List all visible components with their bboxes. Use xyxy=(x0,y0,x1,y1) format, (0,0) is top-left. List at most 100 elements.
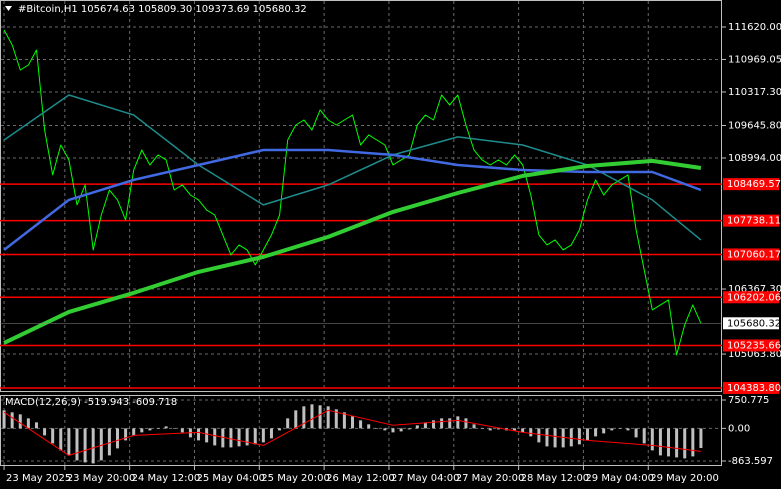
histogram-bar xyxy=(383,428,387,431)
histogram-bar xyxy=(197,428,201,441)
histogram-bar xyxy=(569,428,573,447)
histogram-bar xyxy=(91,428,95,464)
level-label-box xyxy=(723,178,779,191)
x-tick-label: 26 May 12:00 xyxy=(326,473,395,484)
histogram-bar xyxy=(205,428,209,443)
histogram-bar xyxy=(407,428,411,430)
histogram-bar xyxy=(399,428,403,432)
level-label-box xyxy=(723,339,779,352)
histogram-bar xyxy=(553,428,557,448)
histogram-bar xyxy=(326,406,330,429)
histogram-bar xyxy=(642,428,646,444)
histogram-bar xyxy=(229,428,233,448)
level-label-box xyxy=(723,381,779,394)
level-label-box xyxy=(723,291,779,304)
histogram-bar xyxy=(423,422,427,429)
series-line xyxy=(3,29,702,356)
histogram-bar xyxy=(148,428,152,431)
y-tick-label: -863.597 xyxy=(728,456,773,467)
main-frame xyxy=(0,0,722,392)
histogram-bar xyxy=(391,428,395,433)
histogram-bar xyxy=(472,424,476,429)
histogram-bar xyxy=(59,428,63,451)
histogram-bar xyxy=(83,428,87,463)
level-label: 105235.66 xyxy=(727,340,781,351)
histogram-bar xyxy=(488,428,492,431)
menu-icon[interactable] xyxy=(5,6,12,11)
histogram-bar xyxy=(367,424,371,429)
histogram-bar xyxy=(294,410,298,429)
x-tick-label: 25 May 20:00 xyxy=(261,473,330,484)
level-label: 104383.80 xyxy=(727,383,781,394)
histogram-bar xyxy=(286,418,290,429)
histogram-bar xyxy=(67,428,71,456)
histogram-bar xyxy=(440,418,444,429)
histogram-bar xyxy=(577,428,581,445)
y-tick-label: 750.775 xyxy=(728,395,769,406)
histogram-bar xyxy=(415,425,419,429)
histogram-bar xyxy=(18,414,22,429)
histogram-bar xyxy=(513,428,517,431)
histogram-bar xyxy=(496,428,500,430)
series-line xyxy=(3,409,701,456)
x-tick-label: 23 May 2025 xyxy=(6,473,71,484)
x-tick-label: 28 May 12:00 xyxy=(521,473,590,484)
chart-title: #Bitcoin,H1 105674.63 105809.30 109373.6… xyxy=(18,4,307,15)
histogram-bar xyxy=(699,428,703,449)
histogram-bar xyxy=(310,404,314,429)
histogram-bar xyxy=(675,428,679,458)
histogram-bar xyxy=(545,428,549,447)
histogram-bar xyxy=(342,412,346,429)
x-tick-label: 25 May 04:00 xyxy=(196,473,265,484)
histogram-bar xyxy=(602,428,606,434)
x-tick-label: 27 May 04:00 xyxy=(391,473,460,484)
histogram-bar xyxy=(245,428,249,446)
histogram-bar xyxy=(124,428,128,441)
macd-frame xyxy=(0,395,722,466)
histogram-bar xyxy=(456,416,460,429)
histogram-bar xyxy=(26,418,30,429)
level-label: 107060.17 xyxy=(727,249,781,260)
histogram-bar xyxy=(115,428,119,449)
histogram-bar xyxy=(99,428,103,461)
histogram-bar xyxy=(375,428,379,429)
histogram-bar xyxy=(350,416,354,429)
histogram-bar xyxy=(594,428,598,437)
x-tick-label: 27 May 20:00 xyxy=(456,473,525,484)
histogram-bar xyxy=(2,410,6,429)
level-label: 107738.11 xyxy=(727,216,781,227)
histogram-bar xyxy=(334,409,338,429)
y-tick-label: 110317.30 xyxy=(728,87,781,98)
x-tick-label: 23 May 20:00 xyxy=(67,473,136,484)
x-tick-label: 24 May 12:00 xyxy=(132,473,201,484)
histogram-bar xyxy=(34,422,38,429)
level-label: 108469.57 xyxy=(727,179,781,190)
histogram-bar xyxy=(172,428,176,429)
histogram-bar xyxy=(237,428,241,447)
histogram-bar xyxy=(667,428,671,457)
histogram-bar xyxy=(359,420,363,429)
histogram-bar xyxy=(529,428,533,437)
histogram-bar xyxy=(140,428,144,433)
series-line xyxy=(3,148,702,251)
x-tick-label: 29 May 20:00 xyxy=(650,473,719,484)
level-label-box xyxy=(723,214,779,227)
histogram-bar xyxy=(10,412,14,429)
histogram-bar xyxy=(683,428,687,459)
y-tick-label: 0.00 xyxy=(728,423,750,434)
histogram-bar xyxy=(51,428,55,444)
histogram-bar xyxy=(180,428,184,433)
histogram-bar xyxy=(521,428,525,433)
histogram-bar xyxy=(302,406,306,429)
level-label: 106202.06 xyxy=(727,292,781,303)
histogram-bar xyxy=(261,428,265,443)
histogram-bar xyxy=(318,405,322,429)
histogram-bar xyxy=(480,428,484,429)
y-tick-label: 109645.80 xyxy=(728,120,781,131)
x-tick-label: 29 May 04:00 xyxy=(585,473,654,484)
y-tick-label: 110969.05 xyxy=(728,54,781,65)
histogram-bar xyxy=(278,428,282,431)
histogram-bar xyxy=(432,420,436,429)
